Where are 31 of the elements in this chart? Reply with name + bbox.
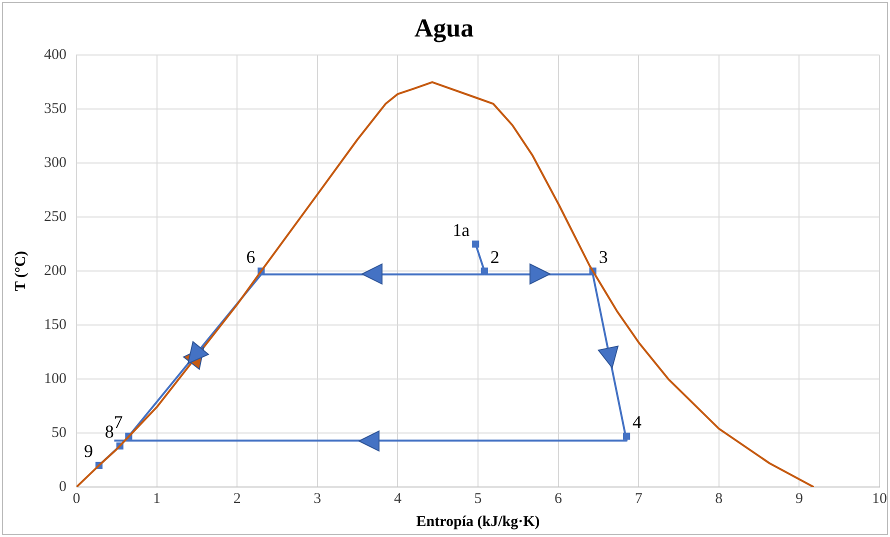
x-tick-label: 4 [394,490,402,507]
x-tick-label: 2 [233,490,241,507]
x-tick-label: 9 [795,490,803,507]
annotation: 4 [632,412,642,432]
x-tick-label: 1 [153,490,161,507]
x-axis-title: Entropía (kJ/kg·K) [416,514,540,530]
x-tick-label: 10 [872,490,887,507]
y-tick-label: 50 [52,424,66,441]
annotation: 7 [114,412,123,432]
y-tick-label: 250 [44,209,66,226]
annotation: 1a [452,220,470,240]
y-tick-label: 350 [44,101,66,118]
annotation: 6 [246,246,256,267]
y-axis-title: T (°C) [12,250,29,292]
annotation: 8 [104,422,114,442]
x-tick-label: 0 [72,490,80,507]
y-tick-label: 300 [44,155,66,172]
x-tick-label: 3 [314,490,322,507]
x-tick-label: 7 [634,490,643,507]
x-tick-label: 8 [715,490,723,507]
annotation: 2 [490,246,500,267]
x-tick-label: 5 [474,490,482,507]
annotation: 9 [84,441,93,462]
y-tick-label: 150 [44,317,66,334]
y-tick-label: 400 [44,47,66,64]
annotation: 3 [598,246,608,267]
x-tick-label: 6 [554,490,563,507]
y-tick-label: 100 [44,370,66,387]
y-tick-label: 0 [59,478,66,495]
y-tick-label: 200 [44,263,66,280]
chart-title: Agua [414,13,474,42]
